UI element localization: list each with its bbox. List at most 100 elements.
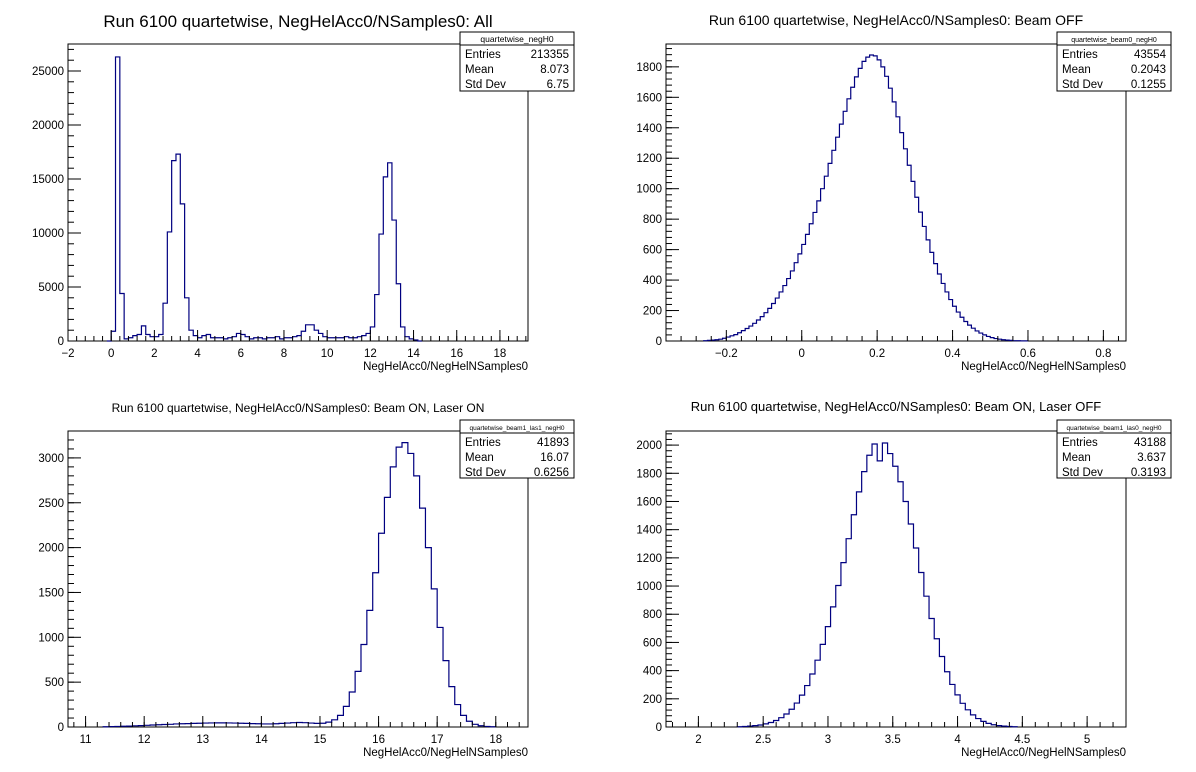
y-tick-label: 1000 [636,581,662,593]
y-tick-label: 1200 [636,153,662,165]
x-tick-label: 12 [364,348,377,360]
stats-label: Entries [1062,49,1098,61]
histogram-panel-4: Run 6100 quartetwise, NegHelAcc0/NSample… [636,399,1172,759]
stats-label: Mean [465,64,494,76]
x-tick-label: 16 [450,348,463,360]
chart-title: Run 6100 quartetwise, NegHelAcc0/NSample… [691,399,1101,414]
chart-title: Run 6100 quartetwise, NegHelAcc0/NSample… [112,401,485,415]
histogram-series [102,442,497,728]
y-tick-label: 0 [58,336,64,348]
plot-frame [67,430,529,728]
chart-title: Run 6100 quartetwise, NegHelAcc0/NSample… [709,12,1083,28]
stats-value: 43188 [1134,437,1166,449]
stats-value: 16.07 [540,452,569,464]
y-tick-label: 10000 [32,228,64,240]
y-tick-label: 600 [643,637,662,649]
stats-histogram-name: quartetwise_beam0_negH0 [1071,37,1157,44]
y-tick-label: 400 [643,666,662,678]
x-tick-label: 6 [238,348,244,360]
stats-box: quartetwise_negH0 Entries 213355 Mean 8.073 S… [459,31,575,92]
stats-value: 0.2043 [1131,64,1166,76]
x-tick-label: 3 [825,734,831,746]
x-axis-label: NegHelAcc0/NegHelNSamples0 [961,747,1126,759]
x-tick-label: 2 [695,734,701,746]
histogram-panel-1: Run 6100 quartetwise, NegHelAcc0/NSample… [32,12,575,373]
stats-histogram-name: quartetwise_negH0 [480,34,554,44]
stats-label: Mean [465,452,494,464]
y-tick-label: 1000 [636,184,662,196]
x-tick-label: 0.4 [945,348,962,360]
y-tick-label: 2000 [636,440,662,452]
histogram-panel-2: Run 6100 quartetwise, NegHelAcc0/NSample… [636,12,1172,373]
x-tick-label: 0.6 [1020,348,1036,360]
y-tick-label: 3000 [38,453,64,465]
y-tick-label: 1400 [636,123,662,135]
x-axis-label: NegHelAcc0/NegHelNSamples0 [363,361,528,373]
stats-box-frame [459,419,575,479]
y-tick-label: 5000 [38,282,64,294]
x-tick-label: 11 [80,734,92,746]
x-tick-label: 4 [194,348,201,360]
y-tick-label: 0 [656,336,662,348]
plot-frame [665,430,1127,728]
y-tick-label: 1200 [636,553,662,565]
x-tick-label: 2 [151,348,157,360]
stats-histogram-name: quartetwise_beam1_las0_negH0 [1066,425,1161,432]
stats-label: Std Dev [465,467,506,479]
stats-label: Std Dev [465,79,506,91]
stats-label: Mean [1062,64,1091,76]
y-tick-label: 600 [643,245,662,257]
histogram-panel-3: Run 6100 quartetwise, NegHelAcc0/NSample… [38,401,575,759]
stats-box: quartetwise_beam0_negH0 Entries 43554 Mean 0… [1056,31,1172,92]
x-tick-label: 5 [1084,734,1090,746]
y-tick-label: 0 [58,722,64,734]
x-tick-label: −2 [61,348,74,360]
stats-box-frame [459,31,575,92]
stats-value: 8.073 [540,64,569,76]
x-tick-label: 13 [196,734,209,746]
y-tick-label: 2500 [38,498,64,510]
x-tick-label: 0 [108,348,114,360]
x-tick-label: 3.5 [885,734,901,746]
y-tick-label: 20000 [32,120,64,132]
stats-box: quartetwise_beam1_las1_negH0 Entries 41893… [459,419,575,479]
stats-value: 41893 [537,437,569,449]
x-tick-label: 15 [314,734,327,746]
x-tick-label: 18 [494,348,507,360]
stats-value: 0.1255 [1131,79,1166,91]
histogram-series [106,56,423,342]
y-tick-label: 1800 [636,62,662,74]
y-tick-label: 1600 [636,92,662,104]
stats-value: 3.637 [1137,452,1166,464]
stats-value: 43554 [1134,49,1167,61]
x-axis-label: NegHelAcc0/NegHelNSamples0 [961,361,1126,373]
y-tick-label: 1800 [636,468,662,480]
stats-label: Mean [1062,452,1091,464]
x-tick-label: 4.5 [1014,734,1030,746]
x-tick-label: 17 [431,734,444,746]
histogram-series [703,54,1029,342]
stats-box-frame [1056,419,1172,479]
x-tick-label: −0.2 [715,348,738,360]
histogram-series [736,442,1018,728]
chart-title: Run 6100 quartetwise, NegHelAcc0/NSample… [103,12,492,31]
plot-frame [67,43,529,342]
y-tick-label: 2000 [38,543,64,555]
x-tick-label: 18 [489,734,502,746]
stats-label: Entries [465,49,501,61]
stats-histogram-name: quartetwise_beam1_las1_negH0 [469,425,564,432]
y-tick-label: 400 [643,275,662,287]
y-tick-label: 800 [643,214,662,226]
stats-label: Std Dev [1062,79,1103,91]
y-tick-label: 1000 [38,632,64,644]
x-tick-label: 14 [255,734,268,746]
x-tick-label: 4 [954,734,961,746]
stats-value: 0.3193 [1131,467,1166,479]
stats-label: Std Dev [1062,467,1103,479]
y-tick-label: 1400 [636,525,662,537]
stats-value: 0.6256 [534,467,569,479]
x-tick-label: 14 [407,348,420,360]
stats-label: Entries [1062,437,1098,449]
y-tick-label: 15000 [32,174,64,186]
